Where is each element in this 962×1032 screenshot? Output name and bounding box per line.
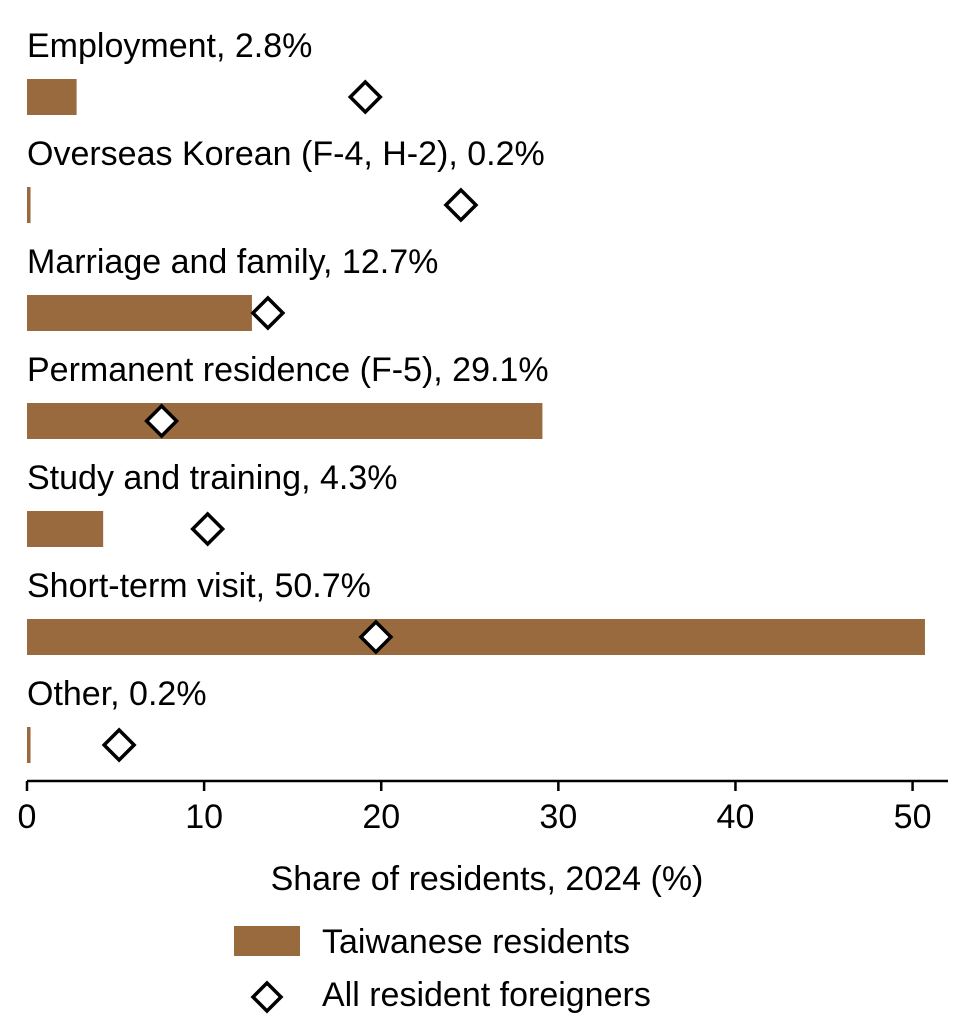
legend-label-bar: Taiwanese residents <box>322 923 630 961</box>
marker-all-resident-foreigners <box>144 403 180 439</box>
marker-all-resident-foreigners <box>358 619 394 655</box>
x-axis: 0 10 20 30 40 50 <box>18 779 948 836</box>
bar-taiwanese-residents <box>27 187 31 223</box>
category-label: Other, 0.2% <box>27 675 207 713</box>
legend-swatch-bar <box>234 926 300 956</box>
category-label: Marriage and family, 12.7% <box>27 243 438 281</box>
category-label: Permanent residence (F-5), 29.1% <box>27 351 549 389</box>
x-tick-label: 0 <box>18 798 37 836</box>
marker-all-resident-foreigners <box>190 511 226 547</box>
category-label: Employment, 2.8% <box>27 27 312 65</box>
category-labels: Employment, 2.8% Overseas Korean (F-4, H-… <box>27 27 549 713</box>
marker-all-resident-foreigners <box>347 79 383 115</box>
x-tick-label: 40 <box>717 798 755 836</box>
x-tick-label: 30 <box>539 798 577 836</box>
legend: Taiwanese residents All resident foreign… <box>234 923 651 1014</box>
category-label: Short-term visit, 50.7% <box>27 567 371 605</box>
category-label: Study and training, 4.3% <box>27 459 397 497</box>
marker-all-resident-foreigners <box>443 187 479 223</box>
bar-taiwanese-residents <box>27 403 543 439</box>
x-tick-label: 10 <box>185 798 223 836</box>
bar-taiwanese-residents <box>27 619 925 655</box>
bars-layer <box>27 79 925 763</box>
marker-all-resident-foreigners <box>250 295 286 331</box>
x-tick-label: 20 <box>362 798 400 836</box>
legend-swatch-diamond <box>250 980 284 1014</box>
bar-taiwanese-residents <box>27 511 104 547</box>
diamonds-layer <box>101 79 479 763</box>
marker-all-resident-foreigners <box>101 727 137 763</box>
x-axis-title: Share of residents, 2024 (%) <box>271 860 704 898</box>
legend-label-diamond: All resident foreigners <box>322 976 651 1014</box>
x-tick-label: 50 <box>894 798 932 836</box>
bar-taiwanese-residents <box>27 727 31 763</box>
category-label: Overseas Korean (F-4, H-2), 0.2% <box>27 135 545 173</box>
bar-taiwanese-residents <box>27 295 252 331</box>
bar-taiwanese-residents <box>27 79 77 115</box>
